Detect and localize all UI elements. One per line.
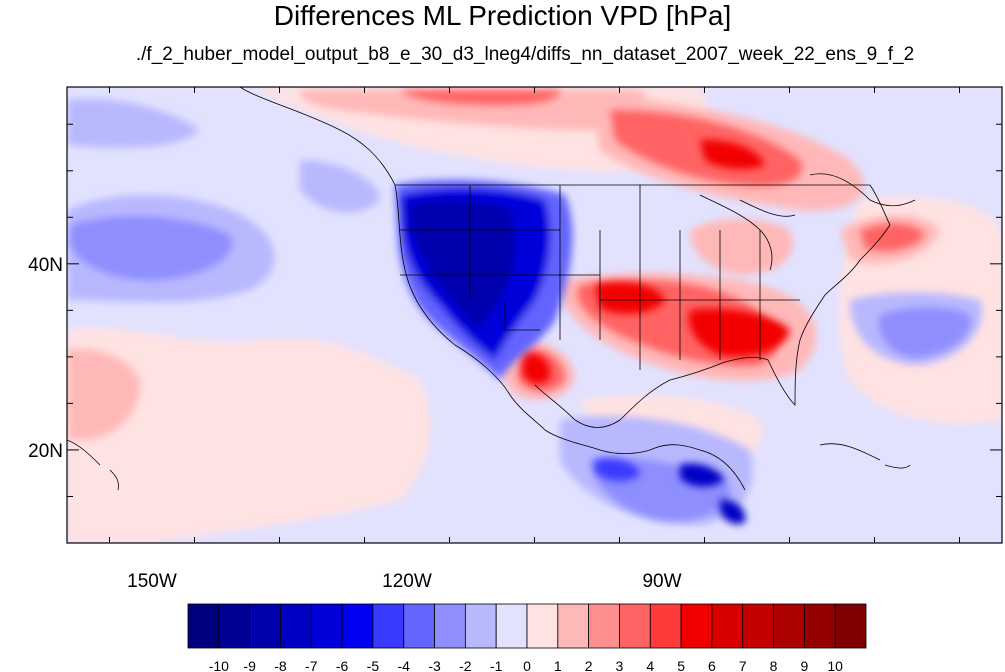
colorbar-label: 7	[739, 658, 747, 672]
colorbar-label: -10	[209, 658, 229, 672]
colorbar-label: 10	[827, 658, 843, 672]
contour-field	[67, 87, 1002, 543]
colorbar-label: -6	[336, 658, 349, 672]
coastlines-and-borders	[67, 87, 916, 491]
colorbar-label: -3	[428, 658, 441, 672]
colorbar-swatch	[619, 603, 651, 649]
lon-tick-label: 90W	[642, 571, 681, 592]
colorbar-label: 2	[585, 658, 593, 672]
colorbar-label: -9	[243, 658, 256, 672]
colorbar-swatch	[711, 603, 744, 649]
field-positive-strong	[522, 139, 790, 384]
colorbar-swatch	[495, 603, 528, 649]
colorbar-swatch	[526, 603, 559, 649]
colorbar-swatch	[773, 603, 805, 649]
colorbar-label: 1	[554, 658, 562, 672]
colorbar-swatch	[680, 603, 713, 649]
map-title: Differences ML Prediction VPD [hPa]	[273, 0, 732, 31]
lon-tick-label: 150W	[127, 571, 177, 592]
colorbar-label: 3	[616, 658, 624, 672]
colorbar-label: -4	[398, 658, 411, 672]
colorbar-label: -2	[459, 658, 472, 672]
colorbar-label: 0	[523, 658, 531, 672]
field-negative-medium	[70, 216, 971, 521]
colorbar: -10 -9 -8 -7 -6 -5 -4 -3 -2 -1 0 1 2 3 4 5 6 7 8 9 10	[187, 603, 867, 672]
colorbar-swatch	[403, 603, 435, 649]
axis-labels: 40N 20N 150W 120W 90W	[28, 255, 681, 592]
colorbar-swatch	[588, 603, 620, 649]
colorbar-label: 5	[677, 658, 685, 672]
colorbar-label: -5	[367, 658, 380, 672]
colorbar-swatch	[464, 603, 497, 649]
colorbar-swatch	[649, 603, 682, 649]
colorbar-swatch	[341, 603, 374, 649]
colorbar-label: 6	[708, 658, 716, 672]
lat-tick-label: 40N	[28, 255, 63, 276]
colorbar-swatch	[280, 603, 312, 649]
colorbar-label: 9	[800, 658, 808, 672]
colorbar-swatch	[742, 603, 774, 649]
colorbar-swatch	[218, 603, 251, 649]
colorbar-swatch	[434, 603, 466, 649]
colorbar-label: 4	[646, 658, 654, 672]
map-subtitle: ./f_2_huber_model_output_b8_e_30_d3_lneg…	[135, 44, 915, 65]
lat-tick-label: 20N	[28, 441, 63, 462]
colorbar-label: -7	[305, 658, 318, 672]
colorbar-label: 8	[770, 658, 778, 672]
colorbar-swatch	[249, 603, 281, 649]
colorbar-swatch	[187, 603, 220, 649]
lon-tick-label: 120W	[382, 571, 432, 592]
axis-ticks	[67, 87, 1002, 543]
colorbar-label: -1	[490, 658, 503, 672]
colorbar-label: -8	[274, 658, 287, 672]
colorbar-swatch	[834, 603, 867, 649]
colorbar-swatch	[372, 603, 405, 649]
colorbar-swatch	[803, 603, 836, 649]
colorbar-swatch	[310, 603, 343, 649]
colorbar-swatch	[557, 603, 590, 649]
